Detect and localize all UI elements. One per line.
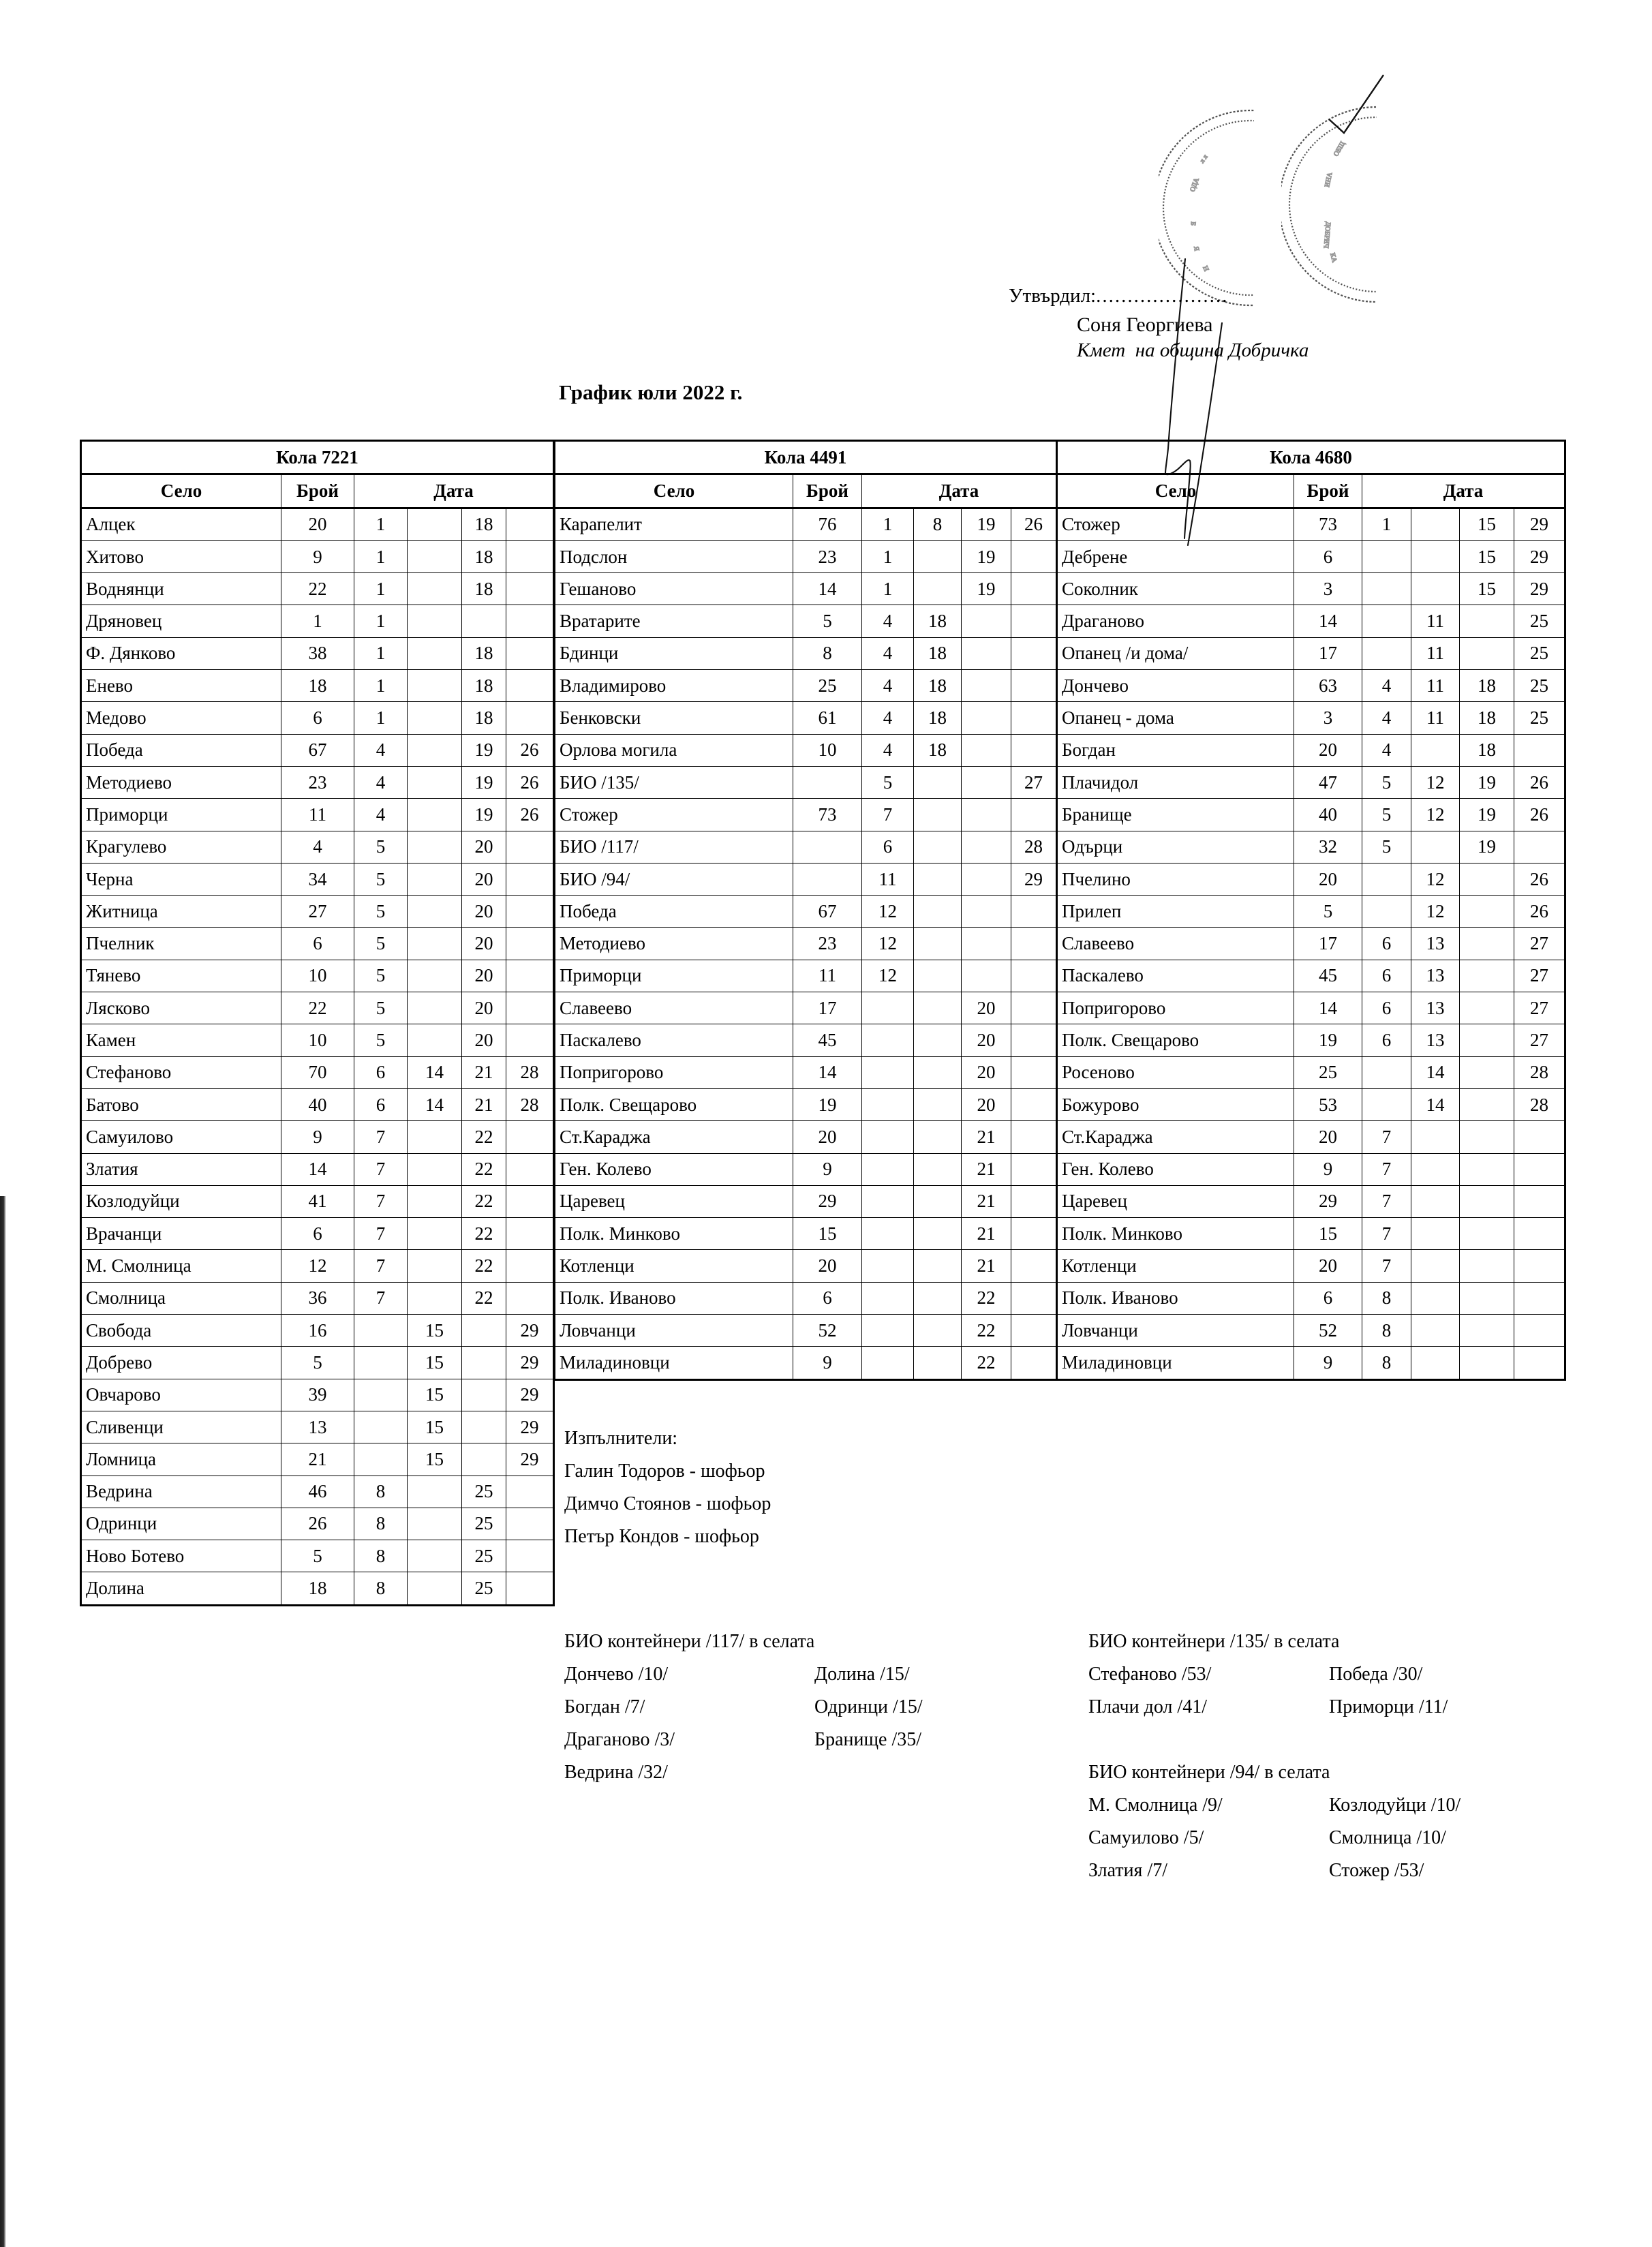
svg-text:КА: КА [1328,252,1338,264]
svg-text:ДОБРИЧ: ДОБРИЧ [1322,221,1332,249]
svg-text:ОБЩ: ОБЩ [1332,140,1347,157]
svg-text:ИНА: ИНА [1324,171,1334,187]
svg-text:л л: л л [1198,153,1209,165]
svg-text:Я: Я [1192,246,1200,252]
svg-text:ОДА: ОДА [1189,177,1201,193]
svg-text:Б: Б [1189,221,1196,226]
